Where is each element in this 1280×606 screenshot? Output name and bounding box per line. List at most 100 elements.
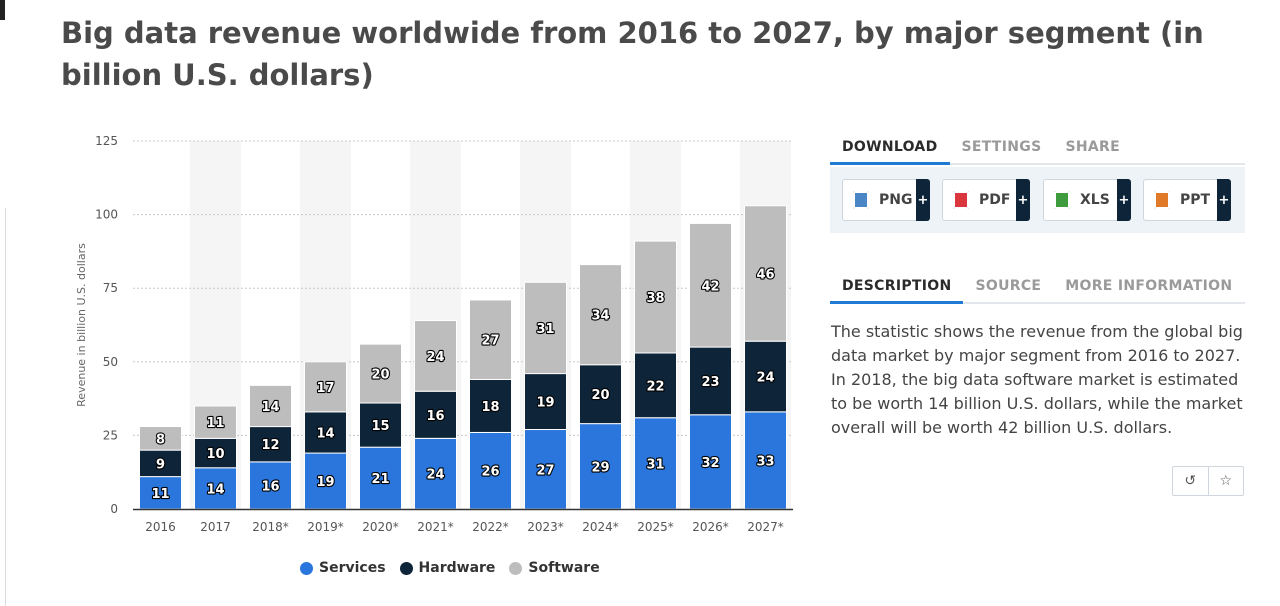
data-label: 12 [261,438,279,453]
services-bar [469,431,512,510]
data-label: 18 [481,400,499,415]
legend-marker [399,561,413,575]
data-label: 24 [426,468,444,483]
download-png-button[interactable]: PNG + [842,179,930,221]
tab-more-information[interactable]: MORE INFORMATION [1065,278,1233,294]
tab-source[interactable]: SOURCE [975,278,1042,294]
data-label: 24 [756,371,774,386]
download-ppt-button[interactable]: PPT + [1143,179,1231,221]
chart-legend: Services Hardware Software [300,560,600,576]
x-tick-label: 2019* [307,520,344,534]
legend-marker [509,561,523,575]
data-label: 33 [756,454,774,469]
data-label: 22 [646,379,664,394]
data-label: 15 [371,419,389,434]
hardware-bar [249,426,292,463]
legend-item-services[interactable]: Services [300,560,386,576]
xls-file-icon [1054,191,1070,209]
data-label: 17 [316,381,334,396]
hardware-bar [359,402,402,448]
edge-marker [0,0,5,20]
data-label: 9 [156,457,165,472]
data-label: 8 [156,432,165,447]
software-bar [634,240,677,354]
tab-download[interactable]: DOWNLOAD [830,133,950,165]
legend-label: Software [528,560,600,576]
download-xls-button[interactable]: XLS + [1043,179,1131,221]
data-label: 34 [591,309,609,324]
plus-icon[interactable]: + [916,179,930,221]
description-text: The statistic shows the revenue from the… [831,322,1243,437]
y-tick-label: 50 [103,355,118,369]
y-tick-label: 25 [103,428,118,442]
x-tick-label: 2020* [362,520,399,534]
hardware-bar [634,352,677,419]
data-label: 24 [426,350,444,365]
star-icon[interactable]: ☆ [1207,467,1244,495]
data-label: 31 [646,457,664,472]
hardware-bar [194,437,237,469]
hardware-bar [304,411,347,454]
software-bar [139,426,182,451]
download-label: PPT [1180,192,1211,208]
legend-label: Hardware [418,560,496,576]
page-title: Big data revenue worldwide from 2016 to … [61,16,1204,92]
tab-settings[interactable]: SETTINGS [961,139,1042,155]
y-tick-label: 0 [110,502,118,516]
legend-item-hardware[interactable]: Hardware [399,560,496,576]
software-bar [194,405,237,439]
download-label: PDF [979,192,1011,208]
x-tick-label: 2017 [200,520,231,534]
data-label: 27 [481,334,499,349]
tab-share[interactable]: SHARE [1065,139,1120,155]
services-bar [744,411,787,510]
legend-marker [300,561,313,575]
hardware-bar [579,364,622,425]
services-bar [579,423,622,510]
y-axis-label: Revenue in billion U.S. dollars [75,243,88,407]
data-label: 19 [316,475,334,490]
x-tick-label: 2027* [747,520,784,534]
plus-icon[interactable]: + [1217,179,1231,221]
download-pdf-button[interactable]: PDF + [942,179,1030,221]
download-label: PNG [879,192,913,208]
x-tick-label: 2026* [692,520,729,534]
data-label: 20 [591,388,609,403]
y-tick-label: 75 [103,281,118,295]
plus-icon[interactable]: + [1016,179,1030,221]
data-label: 26 [481,465,499,480]
data-label: 21 [371,472,389,487]
data-label: 19 [536,396,554,411]
data-label: 10 [206,447,224,462]
legend-item-software[interactable]: Software [509,560,600,576]
data-label: 16 [261,479,279,494]
data-label: 14 [261,400,279,415]
chart-actions: ↺ ☆ [1172,466,1244,496]
software-bar [414,320,457,392]
services-bar [689,414,732,510]
info-tabs: DESCRIPTION SOURCE MORE INFORMATION [830,272,1245,304]
software-bar [524,281,567,375]
software-bar [579,264,622,366]
software-bar [689,222,732,348]
data-label: 11 [206,416,224,431]
software-bar [249,384,292,428]
legend-label: Services [319,560,386,576]
history-icon[interactable]: ↺ [1184,473,1197,489]
hardware-bar [469,378,512,433]
data-label: 11 [151,487,169,502]
data-label: 27 [536,463,554,478]
plus-icon[interactable]: + [1117,179,1131,221]
x-tick-label: 2023* [527,520,564,534]
x-tick-label: 2022* [472,520,509,534]
data-label: 31 [536,322,554,337]
x-tick-label: 2016 [145,520,176,534]
services-bar [414,437,457,510]
pdf-file-icon [953,191,969,209]
download-panel: PNG + PDF + XLS + PPT + [830,167,1245,233]
y-tick-label: 125 [95,134,118,148]
hardware-bar [139,449,182,478]
data-label: 29 [591,460,609,475]
services-bar [194,467,237,510]
tab-description[interactable]: DESCRIPTION [830,272,964,304]
